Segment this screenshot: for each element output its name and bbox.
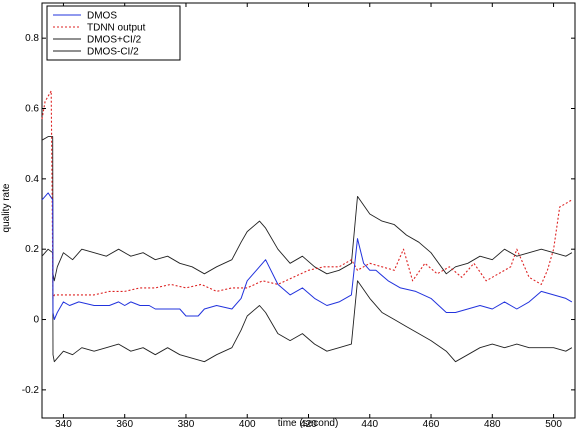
y-tick-label: 0.6 [25,104,39,115]
x-tick-label: 480 [484,419,501,428]
axis-layer: 340 360 380 400 420 440 460 480 500 -0.2 0 0.2 0.4 0.… [22,3,575,428]
x-axis-label: time (second) [278,418,339,428]
x-tick-label: 400 [239,419,256,428]
y-tick-label: 0 [33,315,39,326]
legend-label: DMOS+CI/2 [87,35,142,46]
x-tick-label: 500 [545,419,562,428]
x-tick-label: 440 [361,419,378,428]
legend-label: DMOS-CI/2 [87,47,139,58]
series-layer [41,90,573,363]
legend-label: TDNN output [87,23,146,34]
x-tick-label: 380 [178,419,195,428]
y-tick-label: 0.4 [25,174,39,185]
y-tick-label: -0.2 [22,385,40,396]
y-axis-label: quality rate [1,183,12,232]
x-tick-label: 360 [116,419,133,428]
x-tick-label: 420 [300,419,317,428]
legend-label: DMOS [87,11,117,22]
series-line-dmos-ci-2 [41,136,573,282]
series-line-dmos [41,192,573,320]
x-tick-label: 460 [423,419,440,428]
x-tick-label: 340 [55,419,72,428]
y-tick-label: 0.8 [25,33,39,44]
y-tick-label: 0.2 [25,244,39,255]
series-line-dmos-ci-2 [41,248,573,363]
